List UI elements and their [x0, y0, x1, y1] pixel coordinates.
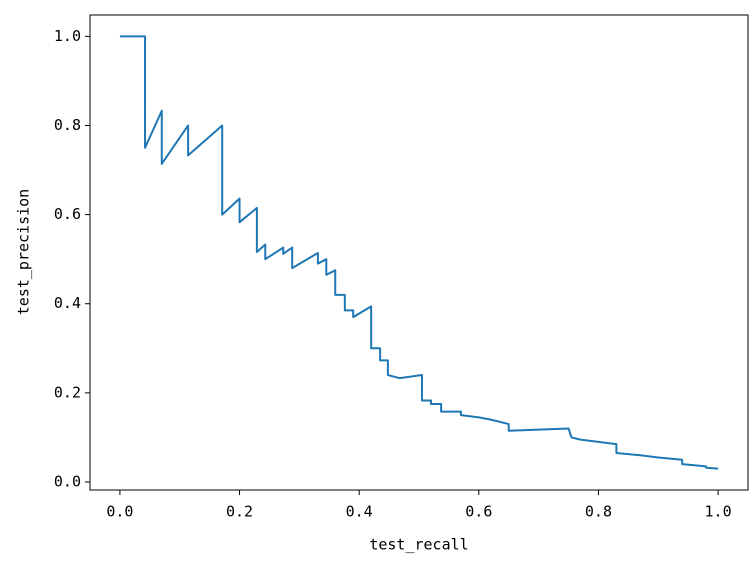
x-tick-label: 0.0	[106, 503, 133, 521]
y-tick-label: 0.0	[54, 472, 81, 490]
x-tick-label: 0.2	[226, 503, 253, 521]
x-tick-label: 0.8	[585, 503, 612, 521]
y-tick-label: 0.4	[54, 294, 81, 312]
y-tick-label: 0.8	[54, 116, 81, 134]
x-axis-label: test_recall	[369, 536, 468, 554]
plot-frame	[89, 14, 749, 491]
pr-curve	[119, 35, 719, 470]
x-tick-label: 0.4	[346, 503, 373, 521]
y-tick-label: 1.0	[54, 27, 81, 45]
y-tick-label: 0.2	[54, 383, 81, 401]
x-tick-label: 0.6	[465, 503, 492, 521]
x-tick-label: 1.0	[705, 503, 732, 521]
y-axis-label: test_precision	[15, 189, 33, 315]
y-tick-label: 0.6	[54, 205, 81, 223]
